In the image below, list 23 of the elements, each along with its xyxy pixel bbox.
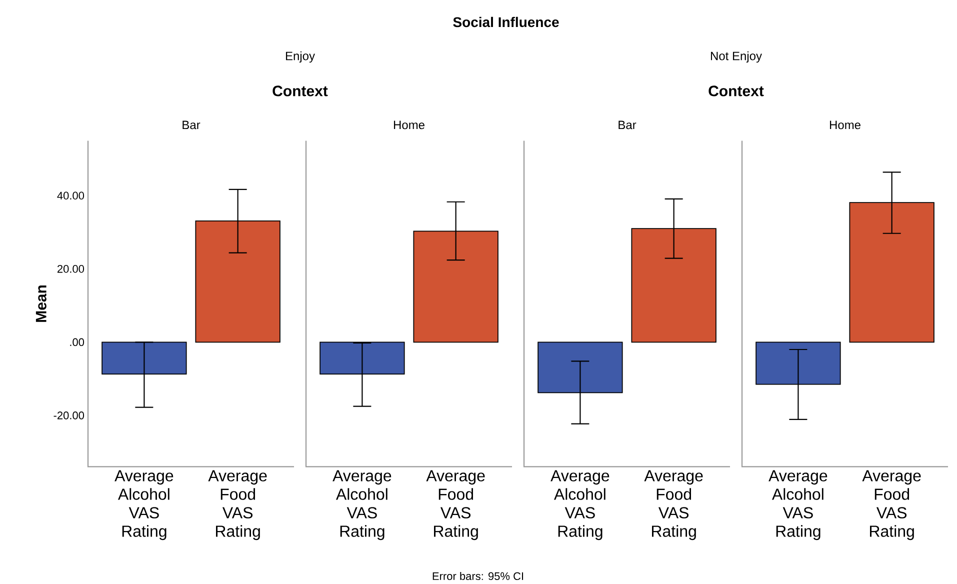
y-tick-label: -20.00	[54, 412, 84, 420]
chart-title: Home	[394, 120, 424, 130]
x-tick-label: Average Food VAS Rating	[862, 470, 921, 540]
text: Context	[272, 86, 328, 96]
text: Error bars: 95% CI	[432, 572, 524, 580]
x-tick-label: Average Food VAS Rating	[644, 470, 703, 540]
chart-title: Home	[830, 120, 860, 130]
y-tick-label: 20.00	[57, 265, 84, 273]
x-tick-label: Average Food VAS Rating	[426, 470, 485, 540]
text: Enjoy	[286, 51, 315, 63]
text: Context	[708, 86, 764, 96]
y-axis-title: Mean	[36, 285, 46, 322]
chart-title: Bar	[618, 120, 636, 130]
x-tick-label: Average Alcohol VAS Rating	[550, 470, 610, 540]
text: Not Enjoy	[710, 51, 762, 63]
y-tick-label: 40.00	[57, 192, 84, 200]
x-tick-label: Average Alcohol VAS Rating	[114, 470, 174, 540]
x-tick-label: Average Alcohol VAS Rating	[768, 470, 828, 540]
y-tick-label: .00	[70, 338, 84, 346]
x-tick-label: Average Alcohol VAS Rating	[332, 470, 392, 540]
x-tick-label: Average Food VAS Rating	[208, 470, 267, 540]
text: Social Influence	[453, 16, 559, 28]
chart-title: Bar	[182, 120, 200, 130]
